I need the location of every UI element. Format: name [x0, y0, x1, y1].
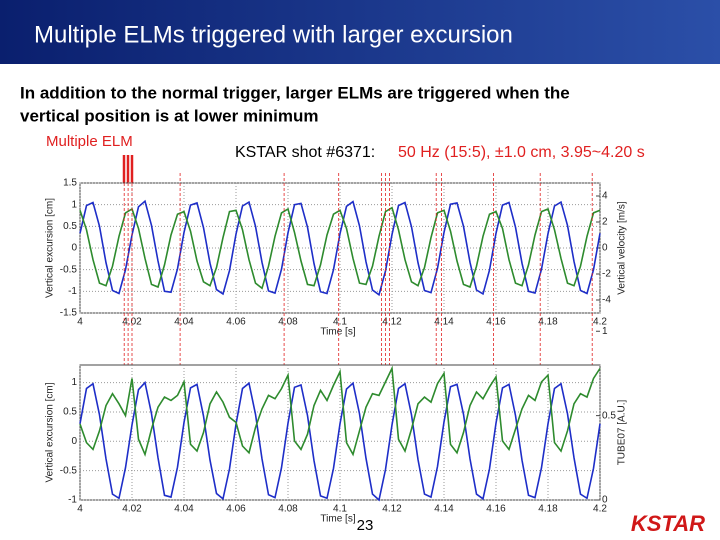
y-tick-label: 0.5: [63, 221, 77, 232]
y-tick-label: 0: [71, 243, 77, 254]
y-tick-label: -0.5: [60, 264, 78, 275]
y-tick-label: 0.5: [63, 407, 77, 418]
x-axis-label: Time [s]: [320, 327, 355, 338]
x-tick-label: 4.14: [434, 504, 454, 515]
x-tick-label: 4.18: [538, 317, 558, 328]
x-tick-label: 4.02: [122, 317, 142, 328]
x-tick-label: 4.12: [382, 504, 402, 515]
x-tick-label: 4.12: [382, 317, 402, 328]
x-tick-label: 4.16: [486, 317, 506, 328]
y2-tick-label: 0: [602, 495, 608, 506]
intro-line: In addition to the normal trigger, large…: [20, 83, 570, 102]
y-axis-label: Vertical excursion [cm]: [45, 382, 56, 482]
plots: 4 4.02 4.04 4.06 4.08 4.1 4.12 4.14 4.16 4.18 4.2-…: [45, 173, 628, 525]
annotation: Multiple ELM: [46, 133, 133, 150]
x-tick-label: 4: [77, 317, 83, 328]
intro-line: vertical position is at lower minimum: [20, 106, 319, 125]
x-tick-label: 4.02: [122, 504, 142, 515]
x-tick-label: 4.06: [226, 317, 246, 328]
chart-title: KSTAR shot #6371:: [235, 144, 375, 161]
y2-tick-label: 0: [602, 243, 608, 254]
x-tick-label: 4.18: [538, 504, 558, 515]
y2-tick-label: 4: [602, 191, 608, 202]
page-number: 23: [357, 517, 374, 534]
x-tick-label: 4: [77, 504, 83, 515]
x-tick-label: 4.16: [486, 504, 506, 515]
y2-tick-label: 0.5: [602, 410, 616, 421]
y2-tick-label: 1: [602, 326, 608, 337]
y2-tick-label: -2: [602, 269, 611, 280]
series-line: [79, 365, 601, 457]
x-axis-label: Time [s]: [320, 514, 355, 525]
series-line: [79, 380, 601, 502]
series-line: [79, 206, 601, 290]
logo: KSTAR: [631, 511, 705, 536]
x-tick-label: 4.06: [226, 504, 246, 515]
y2-tick-label: -4: [602, 295, 611, 306]
y-tick-label: 1: [71, 377, 77, 388]
x-tick-label: 4.14: [434, 317, 454, 328]
x-tick-label: 4.2: [593, 317, 607, 328]
x-tick-label: 4.08: [278, 504, 298, 515]
y-tick-label: -1: [68, 495, 77, 506]
y-tick-label: -1.5: [60, 308, 78, 319]
y-tick-label: 1.5: [63, 178, 77, 189]
y-axis-label: Vertical excursion [cm]: [45, 198, 56, 298]
x-tick-label: 4.08: [278, 317, 298, 328]
x-tick-label: 4.04: [174, 317, 194, 328]
x-tick-label: 4.1: [333, 504, 347, 515]
y-tick-label: 0: [71, 436, 77, 447]
chart-subtitle: 50 Hz (15:5), ±1.0 cm, 3.95~4.20 s: [398, 144, 645, 161]
y2-axis-label: Vertical velocity [m/s]: [617, 201, 628, 295]
x-tick-label: 4.1: [333, 317, 347, 328]
y2-tick-label: 2: [602, 217, 608, 228]
series-line: [79, 199, 601, 297]
y-tick-label: 1: [71, 199, 77, 210]
slide-title: Multiple ELMs triggered with larger excu…: [34, 21, 513, 48]
y2-axis-label: TUBE07 [A.U.]: [617, 399, 628, 465]
y-tick-label: -0.5: [60, 465, 78, 476]
y-tick-label: -1: [68, 286, 77, 297]
title-bar: [0, 0, 720, 64]
x-tick-label: 4.2: [593, 504, 607, 515]
x-tick-label: 4.04: [174, 504, 194, 515]
